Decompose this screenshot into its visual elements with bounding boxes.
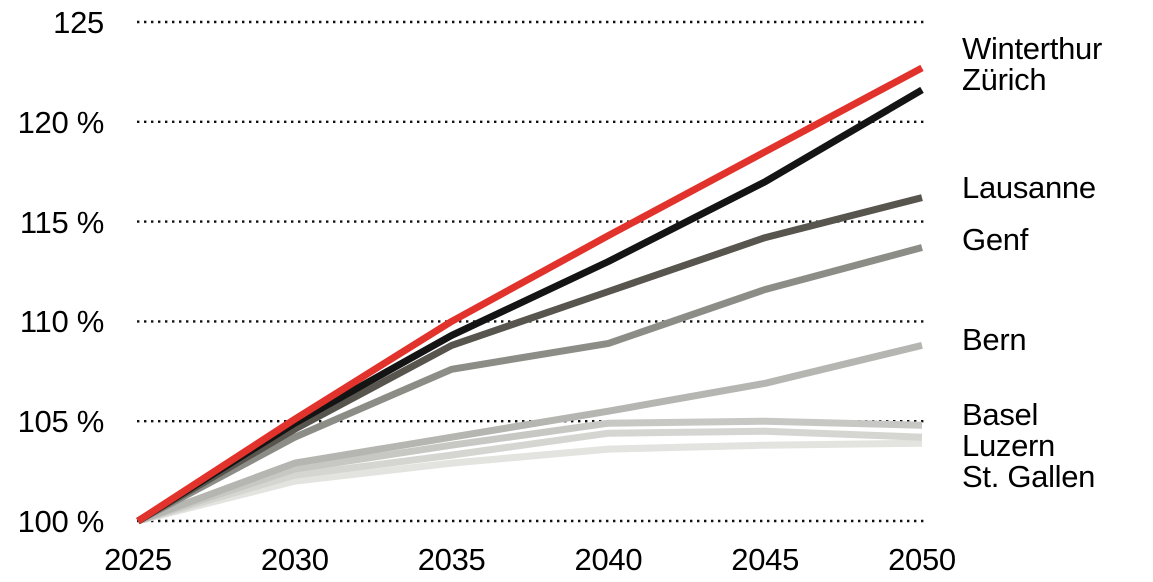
y-tick-label-125: 125 xyxy=(53,5,104,40)
legend-label-bern: Bern xyxy=(962,322,1027,357)
series-line-bern xyxy=(136,341,923,525)
legend-group-genf: Genf xyxy=(962,224,1028,255)
series-line-lausanne xyxy=(136,194,923,525)
legend-label-lausanne: Lausanne xyxy=(962,170,1096,205)
series-line-genf xyxy=(136,244,923,525)
x-tick-label-2050: 2050 xyxy=(888,542,956,577)
y-tick-label-100: 100 % xyxy=(17,504,105,539)
series-line-basel xyxy=(136,417,923,525)
legend-label-st-gallen: St. Gallen xyxy=(962,459,1096,494)
y-tick-label-120: 120 % xyxy=(17,104,105,140)
x-tick-label-2040: 2040 xyxy=(574,542,643,577)
legend-group-basel-luzern-stgallen: Basel Luzern St. Gallen xyxy=(962,399,1095,492)
legend-label-genf: Genf xyxy=(962,222,1029,257)
legend-label-luzern: Luzern xyxy=(962,428,1055,463)
legend-label-basel: Basel xyxy=(962,397,1039,432)
legend-group-lausanne: Lausanne xyxy=(962,172,1096,203)
y-tick-label-115: 115 % xyxy=(19,204,104,240)
x-tick-label-2035: 2035 xyxy=(417,542,486,577)
series-line-winterthur xyxy=(136,64,924,524)
legend-label-zuerich: Zürich xyxy=(962,62,1047,97)
legend-label-winterthur: Winterthur xyxy=(962,31,1102,66)
series-line-st-gallen xyxy=(137,439,923,525)
y-tick-label-110: 110 % xyxy=(19,304,104,340)
x-tick-label-2025: 2025 xyxy=(104,542,172,577)
y-tick-label-105: 105 % xyxy=(17,404,105,440)
legend-group-winterthur-zuerich: Winterthur Zürich xyxy=(962,33,1102,95)
legend-group-bern: Bern xyxy=(962,322,1027,357)
series-line-luzern xyxy=(137,427,923,525)
x-tick-label-2030: 2030 xyxy=(260,542,329,577)
x-tick-label-2045: 2045 xyxy=(731,542,800,577)
